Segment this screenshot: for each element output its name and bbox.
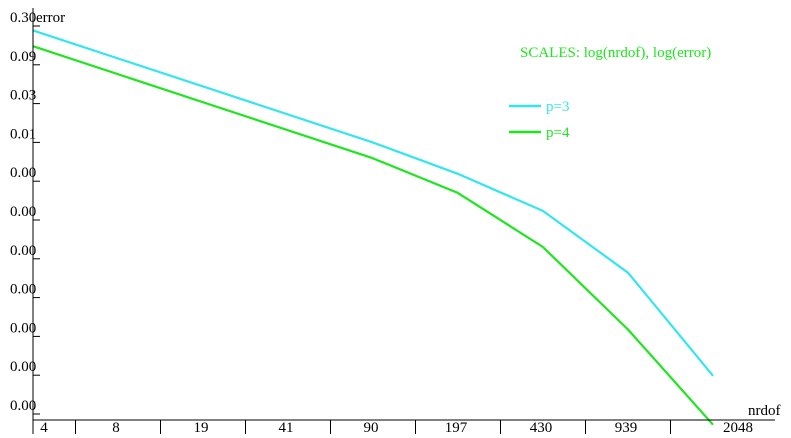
x-tick-label: 19 [194, 420, 209, 436]
scales-annotation: SCALES: log(nrdof), log(error) [520, 45, 711, 61]
y-tick-label: 0.00 [10, 204, 36, 220]
y-tick-label: 0.00 [10, 165, 36, 181]
y-tick-label: 0.00 [10, 320, 36, 336]
x-axis-label: nrdof [748, 403, 781, 419]
x-tick-label: 2048 [723, 420, 753, 436]
x-tick-label: 90 [364, 420, 379, 436]
y-axis-label: error [36, 10, 65, 26]
y-tick-label: 0.00 [10, 243, 36, 259]
y-tick-label: 0.00 [10, 398, 36, 414]
y-tick-label: 0.00 [10, 359, 36, 375]
series-line-2 [32, 45, 714, 426]
y-tick-label: 0.09 [10, 49, 36, 65]
legend: p=3 p=4 [509, 99, 570, 141]
legend-label: p=3 [546, 99, 569, 115]
y-tick-label: 0.03 [10, 88, 36, 104]
x-tick-label: 41 [279, 420, 294, 436]
x-tick-label: 197 [445, 420, 468, 436]
x-tick-label: 4 [40, 420, 48, 436]
x-tick-label: 430 [530, 420, 553, 436]
x-tick-label: 8 [112, 420, 120, 436]
y-tick-label: 0.01 [10, 126, 36, 142]
x-tick-label: 939 [615, 420, 638, 436]
y-tick-label: 0.30 [10, 10, 36, 26]
y-tick-label: 0.00 [10, 282, 36, 298]
series-line-1 [32, 29, 714, 377]
legend-label: p=4 [546, 125, 570, 141]
